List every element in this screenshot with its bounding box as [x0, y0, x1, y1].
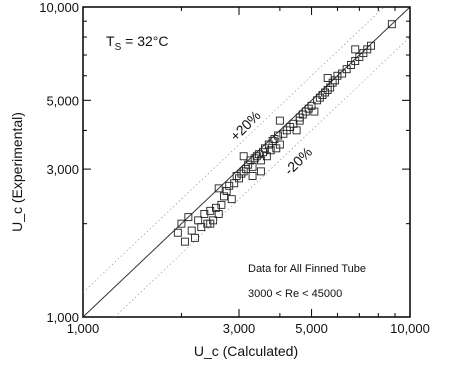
data-point	[173, 228, 182, 237]
data-point	[250, 154, 259, 163]
data-point	[321, 88, 330, 97]
data-point	[217, 200, 226, 209]
data-point	[248, 162, 257, 171]
data-point	[351, 45, 360, 54]
data-point	[256, 167, 265, 176]
x-tick-label: 1,000	[67, 321, 100, 336]
data-point	[241, 165, 250, 174]
note-line-2: 3000 < Re < 45000	[248, 288, 342, 300]
data-point	[191, 233, 199, 242]
data-point	[197, 223, 206, 232]
y-tick-label: 3,000	[46, 162, 79, 177]
temperature-annotation: TS = 32°C	[106, 33, 168, 53]
data-point	[211, 203, 220, 212]
data-point	[347, 61, 355, 69]
data-point	[301, 107, 310, 116]
data-point	[266, 146, 275, 155]
data-point	[292, 126, 301, 135]
note-line-1: Data for All Finned Tube	[248, 263, 366, 275]
data-point	[342, 65, 351, 74]
reference-line-minus-20	[114, 36, 411, 318]
data-point	[235, 174, 243, 183]
data-point	[194, 216, 203, 225]
y-tick-label: 10,000	[39, 0, 79, 15]
data-point	[323, 74, 332, 82]
data-point	[328, 78, 337, 87]
data-point	[244, 160, 253, 169]
x-tick-label: 10,000	[390, 321, 430, 336]
data-point	[275, 140, 284, 149]
data-point	[304, 104, 313, 113]
data-point	[313, 96, 322, 105]
y-tick-label: 5,000	[46, 93, 79, 108]
x-tick-label: 5,000	[295, 321, 328, 336]
data-point	[227, 195, 236, 204]
data-point	[222, 187, 231, 195]
data-point	[310, 107, 319, 116]
data-point	[206, 206, 215, 215]
data-point	[248, 172, 257, 180]
data-point	[338, 69, 347, 78]
data-point	[275, 116, 284, 125]
data-point	[254, 150, 263, 159]
data-point	[307, 101, 316, 110]
plot-frame	[82, 6, 411, 318]
data-point	[206, 219, 215, 228]
axis-ticks: 1,000 3,000 5,000 10,000 1,000 3,000 5,000 10,0…	[39, 0, 430, 336]
data-point	[220, 192, 229, 201]
data-point	[232, 172, 241, 180]
y-tick-label: 1,000	[46, 310, 79, 325]
x-axis-label: U_c (Calculated)	[194, 343, 298, 359]
plus-20-percent-label: +20%	[227, 107, 264, 144]
data-point	[323, 86, 332, 94]
data-point	[177, 219, 186, 228]
data-point	[315, 93, 324, 102]
data-point	[256, 156, 265, 165]
data-point	[214, 184, 223, 193]
reference-line-plus-20	[82, 6, 385, 293]
data-point	[237, 169, 246, 178]
data-point	[351, 56, 360, 65]
data-point	[333, 71, 342, 80]
x-tick-label: 3,000	[223, 321, 256, 336]
data-point	[239, 152, 248, 161]
data-point	[318, 91, 327, 99]
data-point	[252, 152, 261, 161]
data-point	[367, 41, 375, 50]
data-point	[326, 83, 335, 92]
data-points	[173, 20, 396, 246]
data-point	[184, 213, 193, 222]
data-point	[187, 226, 196, 235]
data-point	[239, 167, 248, 176]
data-point	[387, 20, 396, 29]
minus-20-percent-label: -20%	[281, 144, 315, 178]
y-axis-label: U_c (Experimental)	[9, 112, 25, 232]
data-point	[225, 181, 234, 190]
data-point	[274, 131, 283, 140]
data-point	[230, 179, 239, 188]
data-point	[180, 237, 189, 246]
data-point	[295, 116, 304, 125]
data-point	[214, 209, 223, 218]
data-point	[246, 156, 255, 165]
